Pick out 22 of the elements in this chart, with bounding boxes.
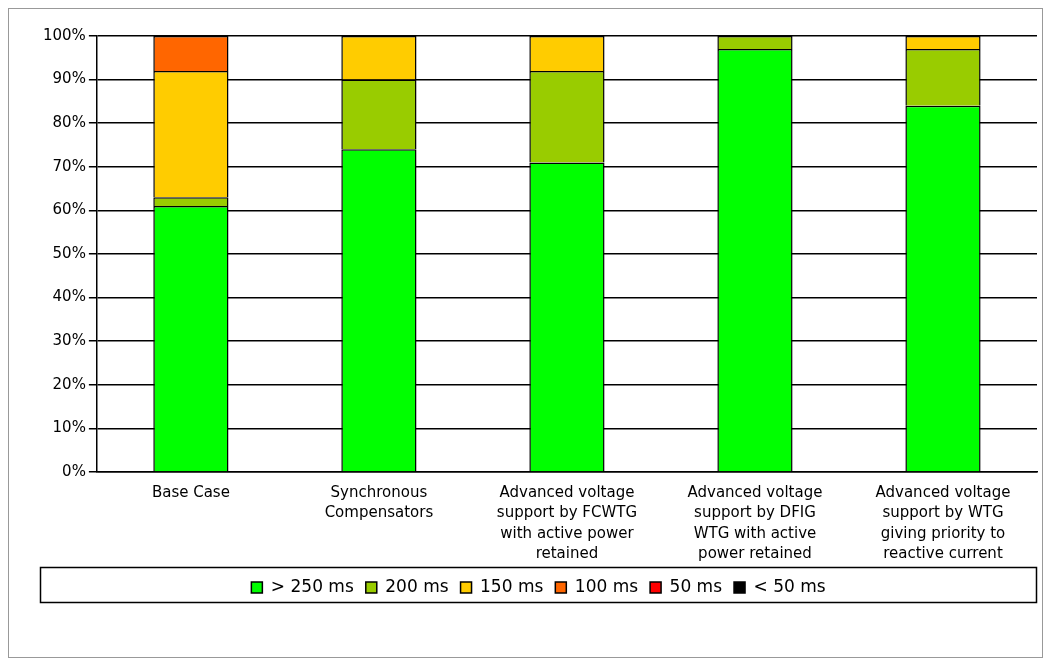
y-tick-label: 0% — [62, 461, 86, 480]
legend-label: 150 ms — [480, 575, 544, 596]
y-tick-label: 50% — [52, 243, 86, 262]
x-tick-label: Synchronous Compensators — [324, 483, 434, 522]
y-tick-label: 20% — [52, 374, 86, 393]
y-tick-label: 70% — [52, 156, 86, 175]
y-tick-label: 10% — [52, 418, 86, 437]
y-tick-label: 90% — [52, 69, 86, 88]
x-tick-label: Advanced voltage support by DFIG WTG with active power retained — [687, 483, 823, 562]
y-tick-label: 80% — [52, 113, 86, 132]
x-tick-label: Base Case — [151, 483, 230, 502]
x-tick-label: Advanced voltage support by WTG giving priority to reactive current — [875, 483, 1011, 562]
y-tick-label: 30% — [52, 331, 86, 350]
y-tick-label: 40% — [52, 287, 86, 306]
legend-label: 100 ms — [574, 575, 639, 596]
legend-label: 200 ms — [385, 575, 449, 596]
legend-label: < 50 ms — [753, 575, 826, 596]
x-tick-label: Advanced voltage support by FCWTG with active power retained — [496, 483, 638, 562]
y-tick-label: 100% — [42, 25, 86, 44]
y-tick-label: 60% — [52, 200, 86, 219]
legend-label: > 250 ms — [270, 575, 354, 596]
legend-label: 50 ms — [669, 575, 723, 596]
